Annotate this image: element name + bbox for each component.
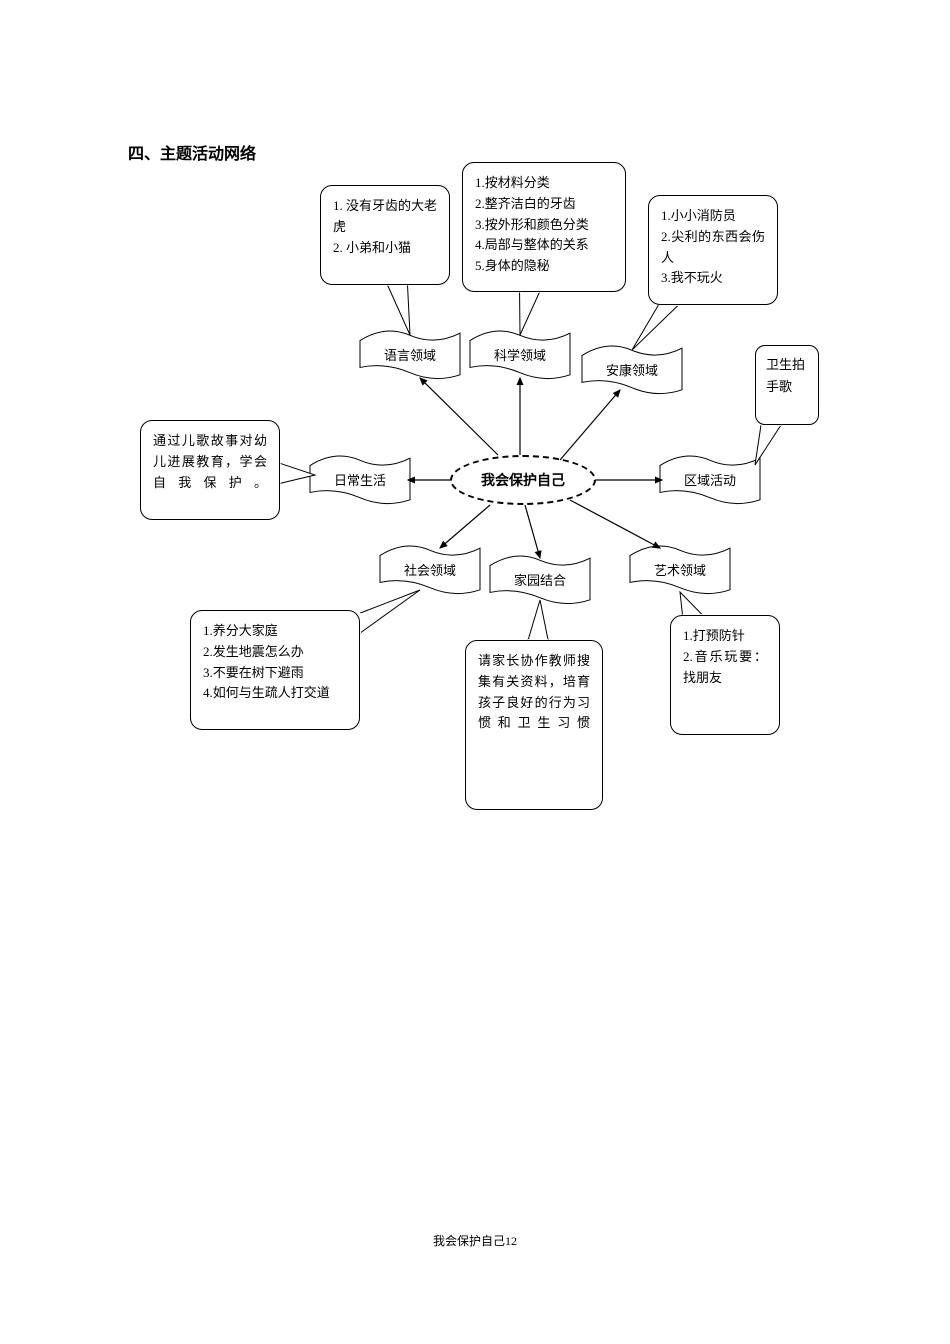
banner-science: 科学领域 xyxy=(470,330,570,378)
banner-daily: 日常生活 xyxy=(310,455,410,503)
callout-line: 请家长协作教师搜集有关资料，培育孩子良好的行为习惯和卫生习惯 xyxy=(478,651,590,734)
banner-health: 安康领域 xyxy=(582,345,682,393)
callout-line: 5.身体的隐秘 xyxy=(475,256,613,277)
callout-line: 4.局部与整体的关系 xyxy=(475,235,613,256)
center-node: 我会保护自己 xyxy=(450,455,596,505)
callout-line: 3.按外形和颜色分类 xyxy=(475,215,613,236)
section-title: 四、主题活动网络 xyxy=(128,140,256,164)
banner-lang: 语言领域 xyxy=(360,330,460,378)
banner-region: 区域活动 xyxy=(660,455,760,503)
callout-region-detail: 卫生拍手歌 xyxy=(755,345,819,425)
callout-lang-detail: 1. 没有牙齿的大老虎2. 小弟和小猫 xyxy=(320,185,450,285)
callout-line: 2.尖利的东西会伤人 xyxy=(661,227,765,269)
callout-line: 3.我不玩火 xyxy=(661,268,765,289)
callout-line: 2.整齐洁白的牙齿 xyxy=(475,194,613,215)
callout-health-detail: 1.小小消防员2.尖利的东西会伤人3.我不玩火 xyxy=(648,195,778,305)
callout-line: 2.发生地震怎么办 xyxy=(203,642,347,663)
callout-line: 1.小小消防员 xyxy=(661,206,765,227)
callout-line: 1.养分大家庭 xyxy=(203,621,347,642)
callout-science-detail: 1.按材料分类2.整齐洁白的牙齿3.按外形和颜色分类4.局部与整体的关系5.身体… xyxy=(462,162,626,292)
callout-family-detail: 请家长协作教师搜集有关资料，培育孩子良好的行为习惯和卫生习惯 xyxy=(465,640,603,810)
callout-line: 卫生拍手歌 xyxy=(766,354,808,398)
banner-social: 社会领域 xyxy=(380,545,480,593)
center-label: 我会保护自己 xyxy=(481,470,565,490)
banner-art: 艺术领域 xyxy=(630,545,730,593)
callout-art-detail: 1.打预防针2.音乐玩要：找朋友 xyxy=(670,615,780,735)
callout-line: 3.不要在树下避雨 xyxy=(203,663,347,684)
page-footer: 我会保护自己12 xyxy=(0,1232,950,1249)
callout-line: 1.打预防针 xyxy=(683,626,767,647)
callout-line: 2. 小弟和小猫 xyxy=(333,238,437,259)
callout-line: 1.按材料分类 xyxy=(475,173,613,194)
callout-social-detail: 1.养分大家庭2.发生地震怎么办3.不要在树下避雨4.如何与生疏人打交道 xyxy=(190,610,360,730)
banner-family: 家园结合 xyxy=(490,555,590,603)
callout-line: 1. 没有牙齿的大老虎 xyxy=(333,196,437,238)
callout-line: 2.音乐玩要：找朋友 xyxy=(683,647,767,689)
callout-daily-detail: 通过儿歌故事对幼儿进展教育，学会自我保护。 xyxy=(140,420,280,520)
callout-line: 通过儿歌故事对幼儿进展教育，学会自我保护。 xyxy=(153,431,267,493)
callout-line: 4.如何与生疏人打交道 xyxy=(203,683,347,704)
